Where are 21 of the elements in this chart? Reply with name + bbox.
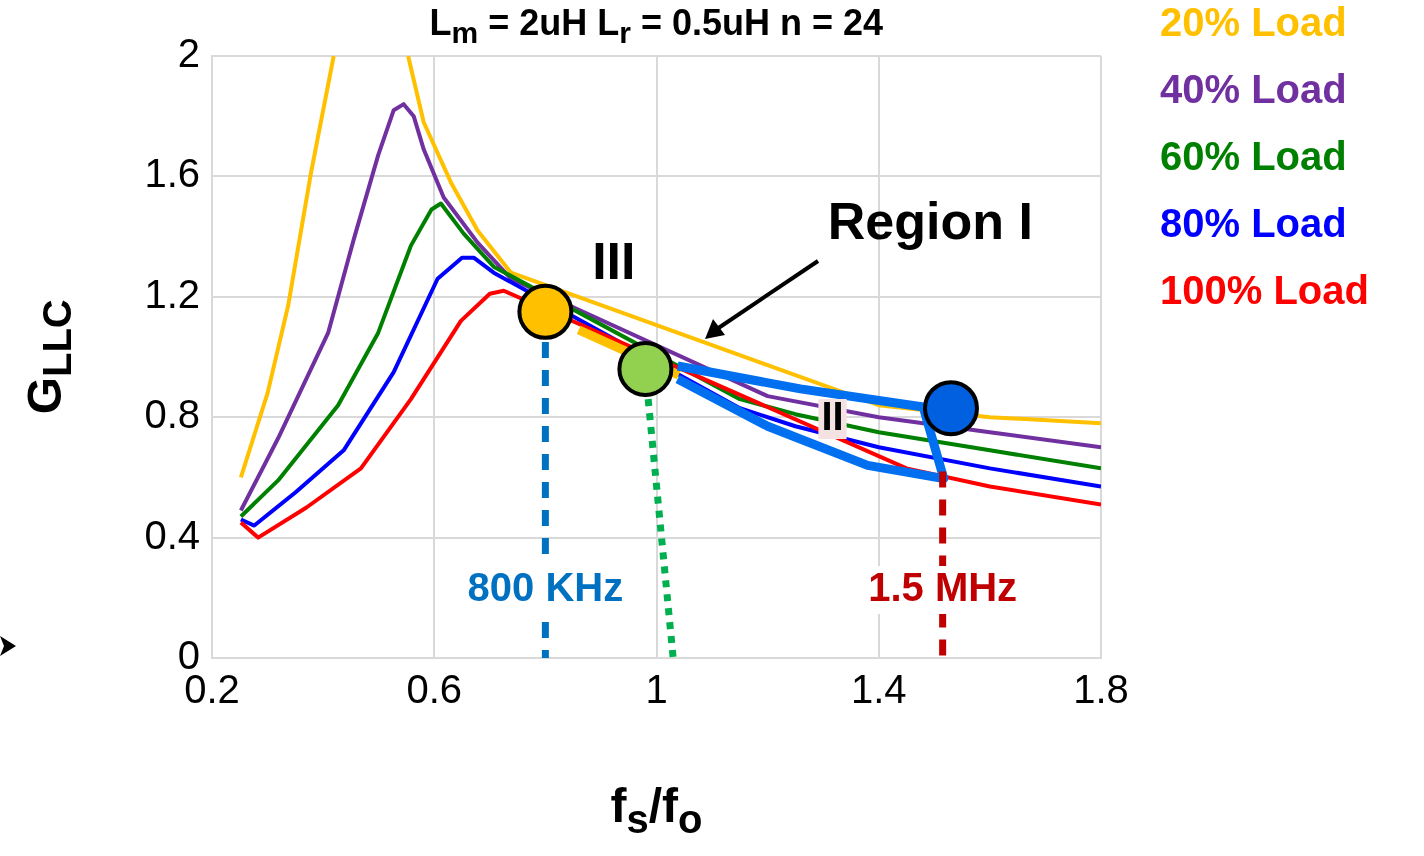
chart-title: L$_{m}$ = 2uH L$_{r}$ = 0.5uH n = 24 — [429, 2, 884, 51]
x-tick-label: 0.6 — [406, 667, 463, 712]
y-tick-label: 0.8 — [144, 392, 200, 437]
annotation: III — [592, 231, 636, 290]
text: 40% Load — [1160, 67, 1348, 112]
x-axis-title: f$_{s}$/f$_{o}$ — [610, 778, 703, 842]
y-tick-label: 0.4 — [144, 512, 200, 557]
series-label: 800 KHz — [467, 565, 624, 610]
text: 60% Load — [1160, 134, 1348, 179]
series-label: 1.5 MHz — [868, 565, 1018, 610]
annotation: Region I — [827, 191, 1033, 250]
x-tick-label: 1.4 — [850, 667, 907, 712]
y-tick-label: 1.6 — [144, 151, 200, 196]
y-tick-label: 1.2 — [144, 271, 200, 316]
x-tick-label: 1 — [645, 667, 668, 712]
text: 80% Load — [1160, 201, 1348, 246]
annotation: II — [821, 394, 844, 439]
y-tick-label: 2 — [177, 31, 200, 76]
text: 100% Load — [1160, 268, 1369, 313]
x-tick-label: 1.8 — [1073, 667, 1129, 712]
text: 20% Load — [1160, 0, 1348, 45]
